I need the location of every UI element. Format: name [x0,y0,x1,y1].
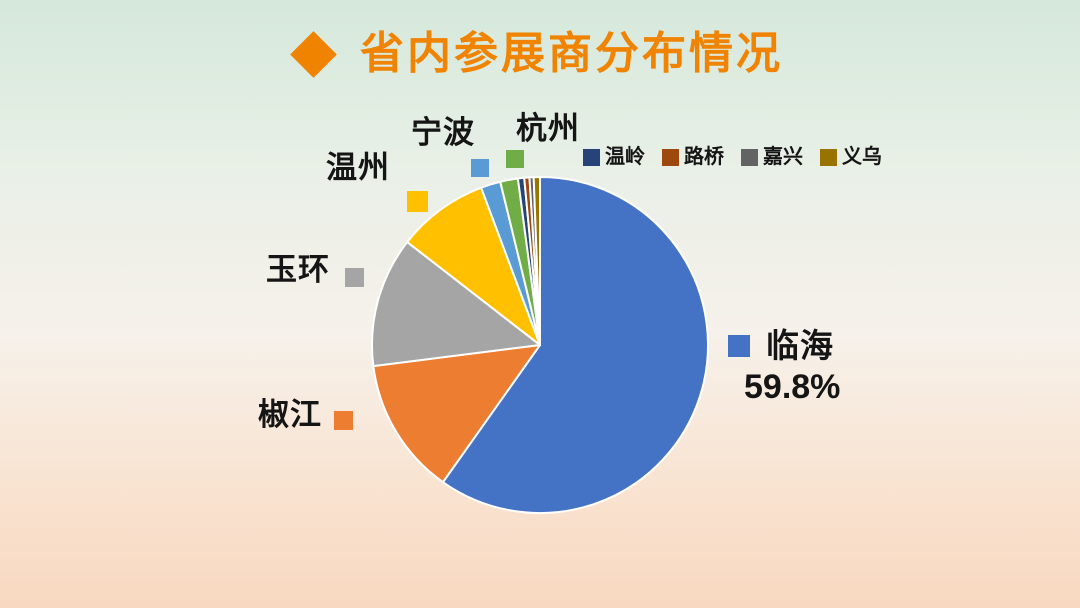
legend-label-luqiao: 路桥 [684,146,724,168]
swatch-yuhuan [345,268,364,287]
swatch-linhai [728,335,750,357]
label-ningbo: 宁波 [411,115,475,150]
legend-label-jiaxing: 嘉兴 [763,146,803,168]
label-hangzhou: 杭州 [516,111,580,146]
pie-slice-临海 [441,176,709,514]
legend-label-yiwu: 义乌 [842,146,882,168]
swatch-ningbo [471,159,489,177]
legend-swatch-yiwu [820,148,837,166]
legend-item-yiwu: 义乌 [820,147,882,167]
page-title: 省内参展商分布情况 [0,22,1080,86]
page-title-text: 省内参展商分布情况 [360,29,783,78]
diamond-icon [290,30,337,78]
pie-slice-椒江 [372,344,541,484]
swatch-jiaojiang [334,411,353,430]
chart-legend: 温岭 路桥 嘉兴 义乌 [583,147,882,167]
legend-item-wenling: 温岭 [583,147,645,167]
legend-swatch-jiaxing [741,148,758,166]
label-wenzhou: 温州 [326,150,390,185]
legend-item-luqiao: 路桥 [662,147,724,167]
value-linhai-percent: 59.8% [744,368,841,406]
label-yuhuan: 玉环 [266,252,330,287]
swatch-wenzhou [407,191,428,212]
legend-label-wenling: 温岭 [605,146,645,168]
pie-chart [368,173,712,517]
label-linhai: 临海 [766,327,834,364]
pie-chart-svg [370,176,709,514]
legend-item-jiaxing: 嘉兴 [741,147,803,167]
pie-slice-温州 [406,186,541,346]
legend-swatch-wenling [583,148,600,166]
swatch-hangzhou [506,150,524,168]
pie-slice-义乌 [532,176,541,346]
label-jiaojiang: 椒江 [258,397,322,432]
legend-swatch-luqiao [662,148,679,166]
pie-slice-玉环 [370,241,541,368]
